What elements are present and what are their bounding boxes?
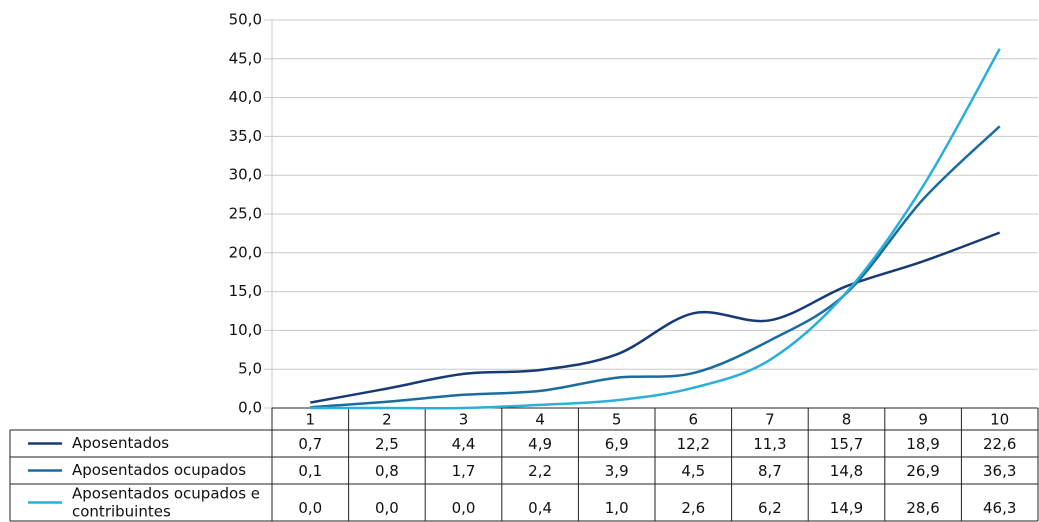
legend-label: Aposentados — [72, 434, 169, 452]
y-tick-label: 20,0 — [229, 243, 262, 261]
table-value: 3,9 — [605, 462, 629, 480]
series-line — [310, 48, 1001, 410]
table-value: 14,8 — [830, 462, 863, 480]
table-value: 2,5 — [375, 435, 399, 453]
x-tick-label: 7 — [765, 411, 775, 429]
table-value: 0,0 — [298, 499, 322, 517]
series-line — [310, 125, 1001, 409]
x-tick-label: 5 — [612, 411, 622, 429]
table-value: 4,5 — [681, 462, 705, 480]
y-tick-label: 10,0 — [229, 321, 262, 339]
x-tick-label: 10 — [990, 411, 1009, 429]
x-tick-label: 8 — [842, 411, 852, 429]
table-value: 2,6 — [681, 499, 705, 517]
x-tick-label: 4 — [535, 411, 545, 429]
series-line — [310, 231, 1001, 404]
table-value: 28,6 — [906, 499, 939, 517]
table-value: 11,3 — [753, 435, 786, 453]
table-value: 0,0 — [375, 499, 399, 517]
table-value: 0,4 — [528, 499, 552, 517]
y-tick-label: 50,0 — [229, 11, 262, 29]
table-value: 15,7 — [830, 435, 863, 453]
legend-label: Aposentados ocupados e contribuintes — [72, 484, 260, 520]
table-value: 26,9 — [906, 462, 939, 480]
table-value: 14,9 — [830, 499, 863, 517]
x-tick-label: 3 — [459, 411, 469, 429]
table-value: 22,6 — [983, 435, 1016, 453]
y-tick-label: 0,0 — [238, 399, 262, 417]
table-value: 12,2 — [677, 435, 710, 453]
x-tick-label: 2 — [382, 411, 392, 429]
table-value: 4,9 — [528, 435, 552, 453]
table-value: 46,3 — [983, 499, 1016, 517]
table-value: 6,2 — [758, 499, 782, 517]
table-value: 0,0 — [452, 499, 476, 517]
x-tick-label: 9 — [918, 411, 928, 429]
y-tick-label: 5,0 — [238, 360, 262, 378]
y-tick-label: 45,0 — [229, 49, 262, 67]
y-tick-label: 30,0 — [229, 166, 262, 184]
table-value: 18,9 — [906, 435, 939, 453]
table-value: 0,7 — [298, 435, 322, 453]
x-tick-label: 1 — [306, 411, 316, 429]
y-tick-label: 15,0 — [229, 282, 262, 300]
y-tick-label: 35,0 — [229, 127, 262, 145]
legend-label: Aposentados ocupados — [72, 461, 246, 479]
table-value: 8,7 — [758, 462, 782, 480]
table-value: 6,9 — [605, 435, 629, 453]
table-value: 1,0 — [605, 499, 629, 517]
table-value: 0,8 — [375, 462, 399, 480]
table-value: 1,7 — [452, 462, 476, 480]
table-value: 36,3 — [983, 462, 1016, 480]
x-tick-label: 6 — [689, 411, 699, 429]
table-value: 2,2 — [528, 462, 552, 480]
y-tick-label: 25,0 — [229, 205, 262, 223]
table-value: 0,1 — [298, 462, 322, 480]
table-value: 4,4 — [452, 435, 476, 453]
y-tick-label: 40,0 — [229, 88, 262, 106]
